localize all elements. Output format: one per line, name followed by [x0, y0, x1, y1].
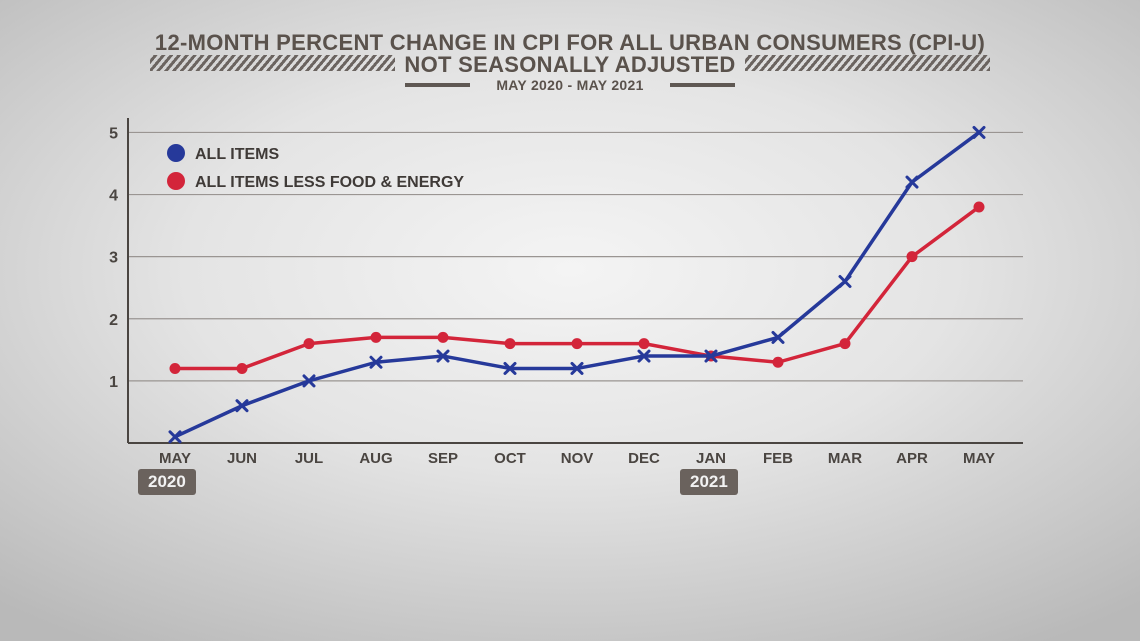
- data-point-all-items: [235, 399, 249, 413]
- x-tick-label: OCT: [494, 450, 526, 467]
- data-point-all-items: [570, 361, 584, 375]
- data-point-all-items: [168, 430, 182, 444]
- date-range-bar-left: [405, 83, 470, 87]
- data-point-less-food-energy: [370, 331, 382, 343]
- x-tick-label: MAY: [159, 450, 191, 467]
- legend-label-less-food-energy: ALL ITEMS LESS FOOD & ENERGY: [195, 174, 464, 191]
- data-point-less-food-energy: [504, 338, 516, 350]
- date-range-bar-right: [670, 83, 735, 87]
- data-point-less-food-energy: [772, 356, 784, 368]
- title-hatch-left: [150, 55, 395, 71]
- data-point-all-items: [704, 349, 718, 363]
- data-point-less-food-energy: [973, 201, 985, 213]
- chart-title: 12-MONTH PERCENT CHANGE IN CPI FOR ALL U…: [154, 30, 986, 55]
- x-tick-label: JUL: [295, 450, 323, 467]
- x-tick-label: JUN: [227, 450, 257, 467]
- data-point-all-items: [905, 175, 919, 189]
- year-badge-start: 2020: [138, 469, 196, 495]
- data-point-less-food-energy: [906, 251, 918, 263]
- data-point-less-food-energy: [236, 362, 248, 374]
- data-point-all-items: [972, 125, 986, 139]
- x-tick-label: DEC: [628, 450, 660, 467]
- data-point-all-items: [436, 349, 450, 363]
- x-tick-label: AUG: [359, 450, 392, 467]
- y-tick-label: 2: [109, 312, 118, 329]
- x-tick-label: APR: [896, 450, 928, 467]
- legend-label-all-items: ALL ITEMS: [195, 146, 279, 163]
- legend-marker-less-food-energy: [167, 172, 185, 190]
- data-point-less-food-energy: [169, 362, 181, 374]
- data-point-all-items: [637, 349, 651, 363]
- data-point-all-items: [503, 361, 517, 375]
- y-tick-label: 1: [109, 374, 118, 391]
- date-range-text: MAY 2020 - MAY 2021: [496, 77, 644, 93]
- legend-marker-all-items: [167, 144, 185, 162]
- data-point-all-items: [771, 330, 785, 344]
- x-tick-label: NOV: [561, 450, 594, 467]
- data-point-all-items: [302, 374, 316, 388]
- year-badge-jan: 2021: [680, 469, 738, 495]
- data-point-less-food-energy: [437, 331, 449, 343]
- x-tick-label: MAY: [963, 450, 995, 467]
- x-tick-label: FEB: [763, 450, 793, 467]
- y-tick-label: 4: [109, 188, 118, 205]
- data-point-less-food-energy: [638, 338, 650, 350]
- x-tick-label: SEP: [428, 450, 458, 467]
- date-range: MAY 2020 - MAY 2021: [0, 77, 1140, 93]
- title-hatch-right: [745, 55, 990, 71]
- data-point-all-items: [369, 355, 383, 369]
- x-tick-label: MAR: [828, 450, 862, 467]
- subtitle-text: NOT SEASONALLY ADJUSTED: [404, 52, 736, 77]
- y-tick-label: 3: [109, 250, 118, 267]
- data-point-less-food-energy: [303, 338, 315, 350]
- y-tick-label: 5: [109, 125, 118, 142]
- x-tick-label: JAN: [696, 450, 726, 467]
- chart-subtitle: NOT SEASONALLY ADJUSTED: [0, 52, 1140, 78]
- data-point-all-items: [838, 275, 852, 288]
- data-point-less-food-energy: [839, 338, 851, 350]
- data-point-less-food-energy: [571, 338, 583, 350]
